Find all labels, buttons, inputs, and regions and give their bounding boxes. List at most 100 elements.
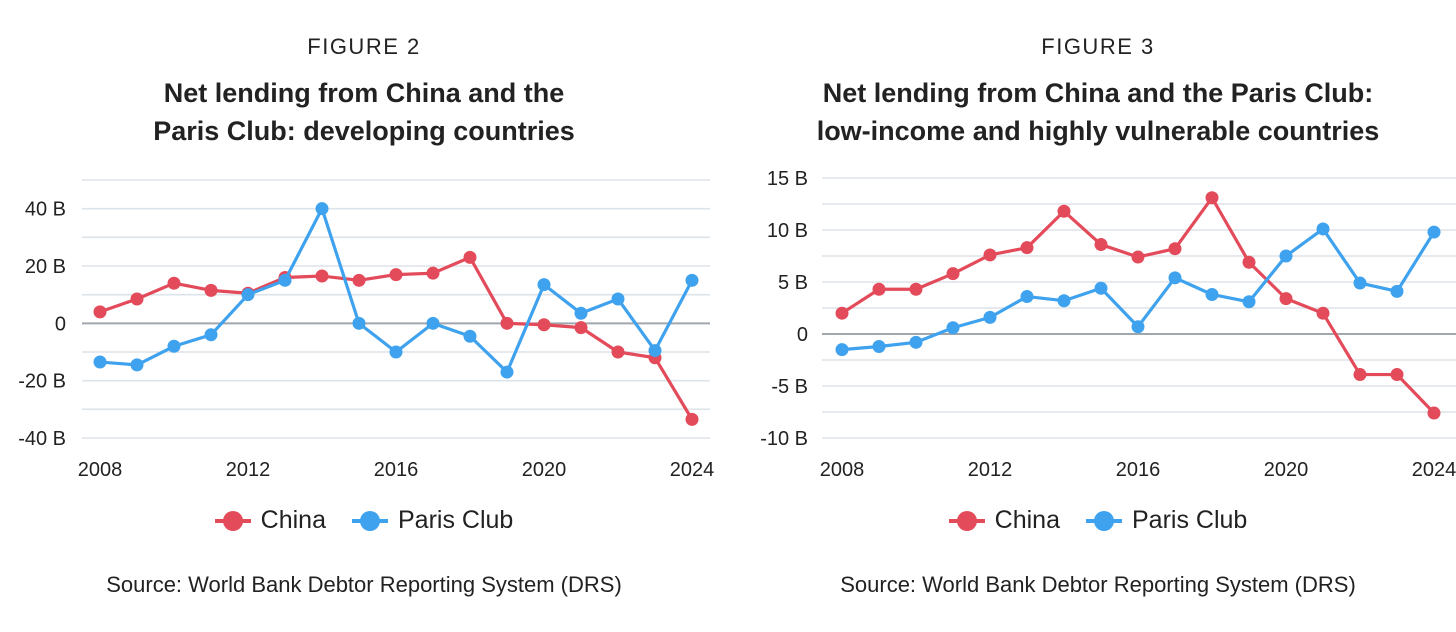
data-point-china bbox=[1242, 255, 1256, 269]
data-point-paris bbox=[1094, 281, 1108, 295]
data-point-paris bbox=[315, 202, 329, 216]
data-point-paris bbox=[1427, 225, 1441, 239]
chart-title: Net lending from China and the Paris Clu… bbox=[740, 74, 1456, 150]
legend-swatch-paris-club bbox=[1086, 510, 1122, 531]
figure-3-panel: FIGURE 3 Net lending from China and the … bbox=[740, 0, 1456, 632]
y-tick-label: 0 bbox=[797, 324, 808, 346]
y-tick-label: 40 B bbox=[25, 199, 66, 221]
data-point-china bbox=[167, 276, 181, 290]
y-tick-label: -10 B bbox=[760, 428, 808, 450]
x-tick-label: 2020 bbox=[522, 459, 567, 481]
y-tick-label: -40 B bbox=[18, 428, 66, 450]
x-tick-label: 2016 bbox=[1116, 459, 1161, 481]
legend-item-paris-club: Paris Club bbox=[352, 506, 513, 535]
x-tick-label: 2016 bbox=[374, 459, 419, 481]
legend-item-china: China bbox=[214, 506, 326, 535]
data-point-china bbox=[574, 321, 588, 335]
data-point-china bbox=[352, 273, 366, 287]
data-point-china bbox=[1427, 406, 1441, 420]
data-point-china bbox=[500, 316, 514, 330]
data-point-paris bbox=[946, 321, 960, 335]
data-point-china bbox=[835, 306, 849, 320]
data-point-china bbox=[1316, 306, 1330, 320]
line-chart: -10 B -5 B 0 5 B 10 B 15 B 2008 2012 2016 2020 202… bbox=[760, 168, 1456, 481]
source-note: Source: World Bank Debtor Reporting Syst… bbox=[840, 572, 1356, 597]
data-point-paris bbox=[241, 288, 255, 302]
data-point-paris bbox=[909, 335, 923, 349]
y-tick-label: -5 B bbox=[771, 376, 808, 398]
legend-label: China bbox=[260, 506, 326, 534]
y-tick-label: 20 B bbox=[25, 256, 66, 278]
data-point-china bbox=[130, 292, 144, 306]
series-paris bbox=[93, 202, 699, 379]
data-point-china bbox=[909, 282, 923, 296]
x-tick-label: 2012 bbox=[226, 459, 271, 481]
data-point-paris bbox=[648, 344, 662, 358]
figure-2-panel: FIGURE 2 Net lending from China and the … bbox=[0, 34, 728, 597]
legend-swatch-china bbox=[214, 510, 251, 531]
chart-title-line: Paris Club: developing countries bbox=[153, 116, 575, 146]
data-point-paris bbox=[1316, 222, 1330, 236]
x-tick-label: 2008 bbox=[78, 459, 123, 481]
legend-item-paris-club: Paris Club bbox=[1086, 506, 1247, 535]
line-chart: -40 B -20 B 0 20 B 40 B 2008 2012 2016 2020 2024 bbox=[18, 179, 715, 481]
x-tick-label: 2024 bbox=[1412, 459, 1456, 481]
x-tick-label: 2024 bbox=[670, 459, 715, 481]
chart-title: Net lending from China and the Paris Clu… bbox=[0, 74, 728, 150]
data-point-paris bbox=[983, 310, 997, 324]
chart-title-line: low-income and highly vulnerable countri… bbox=[816, 116, 1380, 146]
data-point-paris bbox=[1168, 271, 1182, 285]
data-point-paris bbox=[1205, 287, 1219, 301]
data-point-china bbox=[1168, 242, 1182, 256]
series-china bbox=[93, 250, 699, 426]
data-point-paris bbox=[1020, 290, 1034, 304]
y-tick-label: 5 B bbox=[778, 272, 808, 294]
data-point-china bbox=[946, 267, 960, 281]
data-point-paris bbox=[93, 355, 107, 369]
x-tick-label: 2020 bbox=[1264, 459, 1309, 481]
data-point-paris bbox=[1242, 295, 1256, 309]
legend-swatch-china bbox=[948, 510, 985, 531]
figure-label: FIGURE 3 bbox=[1041, 34, 1155, 59]
data-point-paris bbox=[204, 328, 218, 342]
x-tick-label: 2012 bbox=[968, 459, 1013, 481]
grid-lines bbox=[82, 179, 710, 439]
data-point-paris bbox=[1279, 249, 1293, 263]
data-point-china bbox=[93, 305, 107, 319]
data-point-china bbox=[204, 283, 218, 297]
source-note: Source: World Bank Debtor Reporting Syst… bbox=[106, 572, 622, 597]
data-point-china bbox=[1353, 368, 1367, 382]
chart-legend: China Paris Club bbox=[740, 506, 1456, 535]
series-paris bbox=[835, 222, 1441, 357]
data-point-paris bbox=[574, 306, 588, 320]
data-point-china bbox=[389, 268, 403, 282]
series-china bbox=[835, 191, 1441, 420]
data-point-china bbox=[1057, 204, 1071, 218]
legend-label: Paris Club bbox=[1132, 506, 1248, 534]
data-point-paris bbox=[500, 365, 514, 379]
data-point-china bbox=[1094, 238, 1108, 252]
data-point-paris bbox=[685, 273, 699, 287]
data-point-china bbox=[983, 248, 997, 262]
data-point-china bbox=[315, 269, 329, 283]
x-tick-label: 2008 bbox=[820, 459, 865, 481]
y-tick-label: 0 bbox=[55, 313, 66, 335]
data-point-china bbox=[1205, 191, 1219, 205]
chart-title-line: Net lending from China and the Paris Clu… bbox=[822, 78, 1374, 108]
data-point-paris bbox=[463, 329, 477, 343]
data-point-china bbox=[1390, 368, 1404, 382]
data-point-paris bbox=[167, 339, 181, 353]
data-point-china bbox=[1020, 241, 1034, 255]
y-tick-label: 15 B bbox=[767, 168, 808, 190]
grid-lines bbox=[822, 177, 1456, 439]
data-point-paris bbox=[537, 278, 551, 292]
data-point-paris bbox=[835, 343, 849, 357]
data-point-paris bbox=[389, 345, 403, 359]
figure-label: FIGURE 2 bbox=[307, 34, 421, 59]
series-line-china bbox=[99, 255, 694, 421]
chart-title-line: Net lending from China and the bbox=[163, 78, 565, 108]
data-point-paris bbox=[352, 316, 366, 330]
legend-label: Paris Club bbox=[398, 506, 514, 534]
data-point-china bbox=[537, 318, 551, 332]
chart-legend: China Paris Club bbox=[0, 506, 728, 535]
